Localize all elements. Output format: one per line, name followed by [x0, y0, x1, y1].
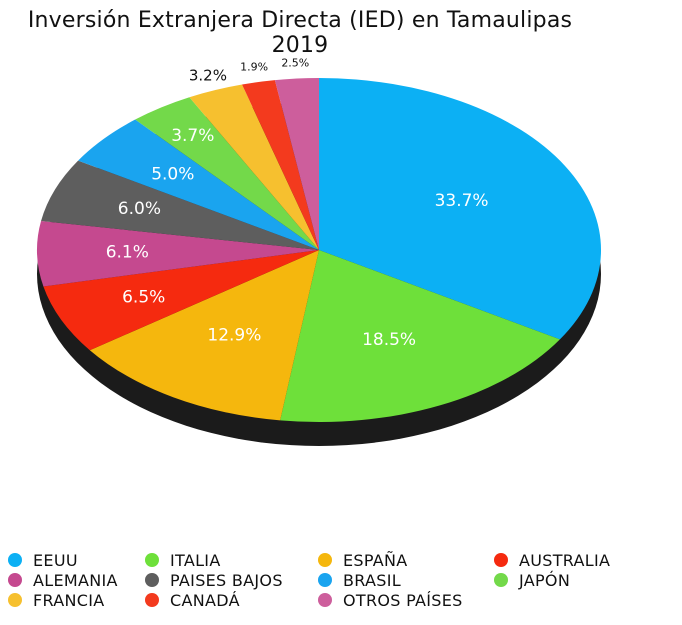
slice-label-8: 3.2% — [189, 66, 227, 84]
legend-item: ESPAÑA — [318, 550, 408, 570]
legend-label: ESPAÑA — [343, 550, 408, 570]
pie-chart: 33.7% 18.5% 12.9% 6.5% 6.1% 6.0% 5.0% 3.7% 3.2% 1… — [36, 57, 602, 446]
pie-slice-8 — [189, 84, 319, 250]
legend-label: PAISES BAJOS — [170, 570, 283, 590]
slice-label-4: 6.1% — [106, 243, 149, 263]
slice-label-1: 18.5% — [362, 330, 416, 350]
legend-label: AUSTRALIA — [519, 550, 611, 570]
legend-item: PAISES BAJOS — [145, 570, 283, 590]
legend-label: BRASIL — [343, 570, 401, 590]
pie-slices — [36, 78, 602, 423]
pie-slice-3 — [43, 250, 319, 351]
legend-swatch — [145, 573, 159, 587]
legend-swatch — [318, 593, 332, 607]
legend-swatch — [494, 553, 508, 567]
pie-slice-10 — [274, 78, 319, 250]
pie-slice-7 — [135, 97, 319, 251]
pie-slice-5 — [41, 160, 320, 250]
legend-item: AUSTRALIA — [494, 550, 610, 570]
pie-slice-2 — [89, 250, 319, 421]
legend-swatch — [8, 553, 22, 567]
legend-label: OTROS PAÍSES — [343, 590, 463, 610]
legend-item: OTROS PAÍSES — [318, 590, 463, 610]
slice-label-0: 33.7% — [435, 191, 489, 211]
legend-swatch — [8, 573, 22, 587]
legend-swatch — [494, 573, 508, 587]
legend-label: EEUU — [33, 550, 78, 570]
legend-item: EEUU — [8, 550, 78, 570]
slice-label-5: 6.0% — [118, 199, 161, 219]
legend-label: JAPÓN — [519, 570, 571, 590]
legend-item: ITALIA — [145, 550, 221, 570]
legend-item: CANADÁ — [145, 590, 240, 610]
legend-item: JAPÓN — [494, 570, 570, 590]
pie-slice-0 — [319, 78, 602, 340]
legend-swatch — [318, 553, 332, 567]
legend-swatch — [318, 573, 332, 587]
slice-label-6: 5.0% — [151, 164, 194, 184]
legend-swatch — [145, 593, 159, 607]
legend-label: FRANCIA — [33, 590, 105, 610]
legend-label: ALEMANIA — [33, 570, 118, 590]
slice-label-9: 1.9% — [240, 60, 268, 73]
pie-slice-4 — [36, 220, 319, 287]
pie-labels: 33.7% 18.5% 12.9% 6.5% 6.1% 6.0% 5.0% 3.7% 3.2% 1… — [106, 57, 489, 351]
legend-label: CANADÁ — [170, 590, 240, 610]
pie-slice-9 — [242, 80, 319, 251]
chart-title: Inversión Extranjera Directa (IED) en Ta… — [27, 8, 573, 58]
pie-slice-1 — [280, 250, 560, 423]
slice-label-2: 12.9% — [207, 325, 261, 345]
legend-swatch — [8, 593, 22, 607]
legend-swatch — [145, 553, 159, 567]
slice-label-7: 3.7% — [171, 126, 214, 146]
pie-slice-6 — [78, 119, 319, 250]
legend-label: ITALIA — [170, 550, 221, 570]
slice-label-10: 2.5% — [281, 57, 309, 70]
legend-item: BRASIL — [318, 570, 401, 590]
legend-item: ALEMANIA — [8, 570, 118, 590]
legend-item: FRANCIA — [8, 590, 105, 610]
slice-label-3: 6.5% — [122, 288, 165, 308]
